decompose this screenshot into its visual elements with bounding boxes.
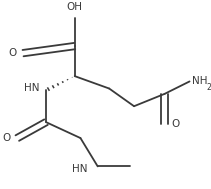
Text: OH: OH — [67, 2, 83, 12]
Text: O: O — [8, 48, 16, 58]
Text: NH: NH — [192, 76, 208, 86]
Text: HN: HN — [72, 164, 87, 174]
Text: O: O — [171, 119, 180, 129]
Text: O: O — [2, 133, 11, 143]
Text: 2: 2 — [206, 83, 211, 92]
Text: HN: HN — [24, 83, 39, 93]
